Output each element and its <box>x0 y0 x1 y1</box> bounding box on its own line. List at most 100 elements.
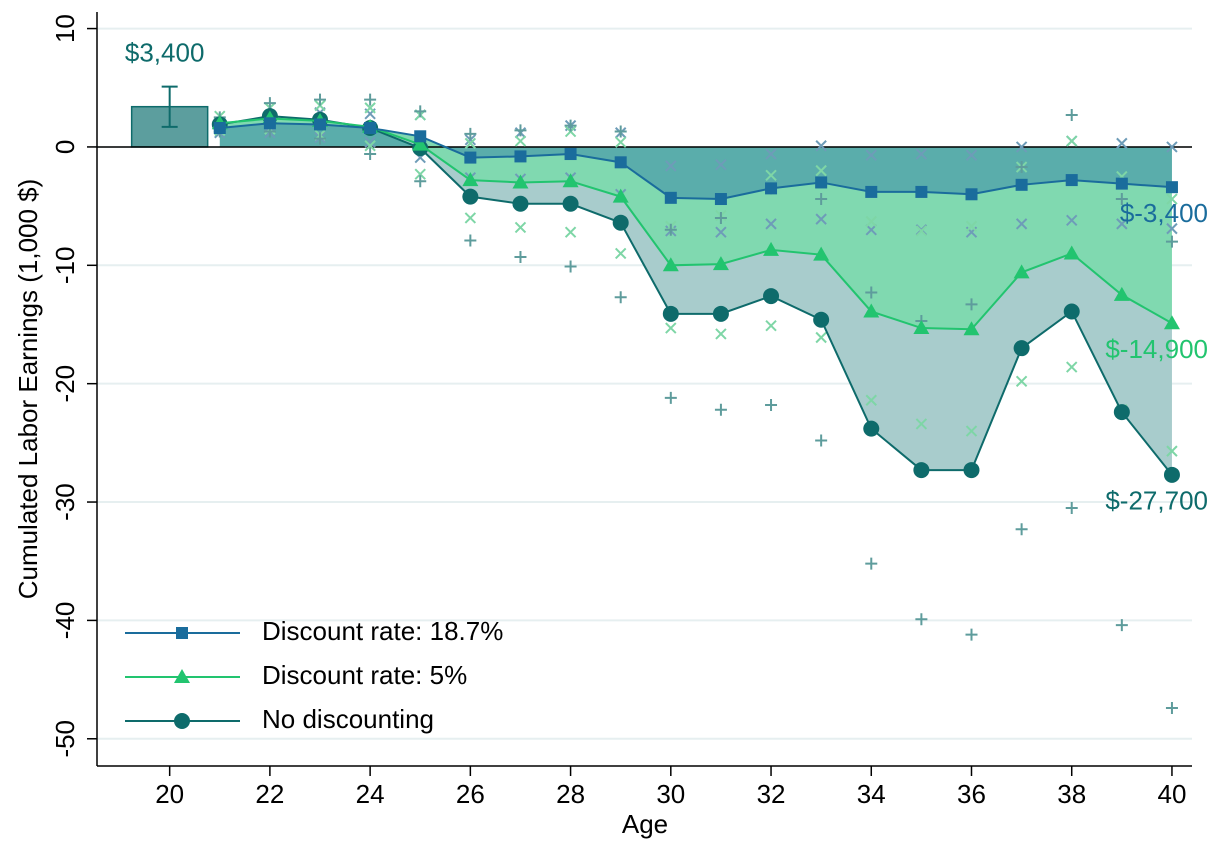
marker <box>763 288 780 305</box>
marker <box>1063 245 1080 260</box>
x-tick-label: 40 <box>1157 779 1186 809</box>
ci-marker <box>1116 137 1128 150</box>
ci-marker <box>464 212 477 224</box>
marker <box>712 305 729 322</box>
ci-marker <box>865 394 877 406</box>
ci-marker <box>614 136 627 148</box>
band-area <box>219 123 1172 200</box>
x-tick-label: 20 <box>155 779 184 809</box>
end-value-label: $-27,700 <box>1105 486 1208 516</box>
ci-marker <box>464 127 477 140</box>
ci-marker <box>564 260 577 273</box>
marker <box>815 176 828 189</box>
ci-marker <box>715 226 727 238</box>
x-tick-label: 36 <box>957 779 986 809</box>
marker <box>662 305 679 322</box>
band-area <box>219 116 1172 475</box>
ci-marker <box>564 226 577 238</box>
marker <box>662 257 679 272</box>
marker <box>263 117 276 130</box>
marker <box>1115 177 1128 190</box>
ci-marker <box>364 93 377 106</box>
ci-marker <box>1166 222 1178 235</box>
marker <box>865 185 878 198</box>
marker <box>664 191 677 204</box>
legend-marker <box>176 627 188 639</box>
marker <box>464 151 477 164</box>
ci-marker <box>614 291 627 304</box>
ci-marker <box>865 286 878 299</box>
ci-marker <box>765 319 777 332</box>
y-tick-label: -40 <box>50 602 80 640</box>
ci-marker <box>915 225 928 237</box>
ci-marker <box>1165 235 1178 248</box>
marker <box>1165 181 1178 194</box>
ci-marker <box>1166 445 1178 457</box>
ci-marker <box>514 124 527 137</box>
ci-marker <box>715 328 727 340</box>
marker <box>763 241 780 256</box>
ci-marker <box>564 119 577 132</box>
ci-marker <box>364 140 376 152</box>
marker <box>965 188 978 201</box>
ci-marker <box>965 149 978 161</box>
ci-marker <box>765 169 777 182</box>
legend-label: Discount rate: 18.7% <box>262 616 503 646</box>
marker <box>462 188 479 205</box>
x-tick-label: 38 <box>1057 779 1086 809</box>
ci-marker <box>414 168 426 180</box>
marker <box>364 122 377 134</box>
ci-marker <box>815 193 828 206</box>
ci-marker <box>865 149 877 161</box>
ci-marker <box>1166 193 1178 205</box>
ci-marker <box>1166 141 1178 153</box>
ci-marker <box>1066 214 1078 227</box>
marker <box>514 150 527 163</box>
ci-marker <box>1165 702 1178 714</box>
y-tick-label: -20 <box>50 365 80 403</box>
ci-marker <box>815 140 827 152</box>
ci-marker <box>1015 161 1028 174</box>
ci-marker <box>815 331 827 344</box>
ci-marker <box>1015 375 1028 388</box>
marker <box>1013 340 1030 357</box>
y-tick-label: 0 <box>50 140 80 154</box>
ci-marker <box>815 434 828 447</box>
marker <box>863 420 880 437</box>
marker <box>1113 286 1130 301</box>
x-tick-label: 30 <box>656 779 685 809</box>
marker <box>714 193 727 206</box>
legend-label: Discount rate: 5% <box>262 660 467 690</box>
marker <box>412 136 429 151</box>
marker <box>915 185 928 198</box>
y-tick-label: -10 <box>50 247 80 285</box>
ci-marker <box>414 105 427 118</box>
marker <box>564 148 577 161</box>
y-tick-label: -50 <box>50 720 80 758</box>
ci-marker <box>464 137 477 150</box>
marker <box>863 303 880 318</box>
marker <box>1013 264 1030 279</box>
ci-marker <box>364 148 377 161</box>
end-value-label: $-3,400 <box>1120 198 1208 228</box>
marker <box>712 256 729 271</box>
marker <box>765 182 778 195</box>
marker <box>213 122 226 134</box>
ci-marker <box>514 221 527 234</box>
marker <box>512 174 529 189</box>
ci-marker <box>1115 619 1128 632</box>
marker <box>1015 178 1028 191</box>
ci-marker <box>765 218 777 230</box>
x-tick-label: 26 <box>456 779 485 809</box>
ci-marker <box>965 628 978 641</box>
marker <box>963 462 980 479</box>
marker <box>612 214 629 231</box>
ci-marker <box>915 148 928 160</box>
y-axis-label: Cumulated Labor Earnings (1,000 $) <box>13 179 43 600</box>
ci-marker <box>314 93 327 106</box>
ci-marker <box>1065 501 1078 514</box>
ci-marker <box>815 164 827 177</box>
marker <box>314 118 327 131</box>
ci-marker <box>714 211 727 224</box>
